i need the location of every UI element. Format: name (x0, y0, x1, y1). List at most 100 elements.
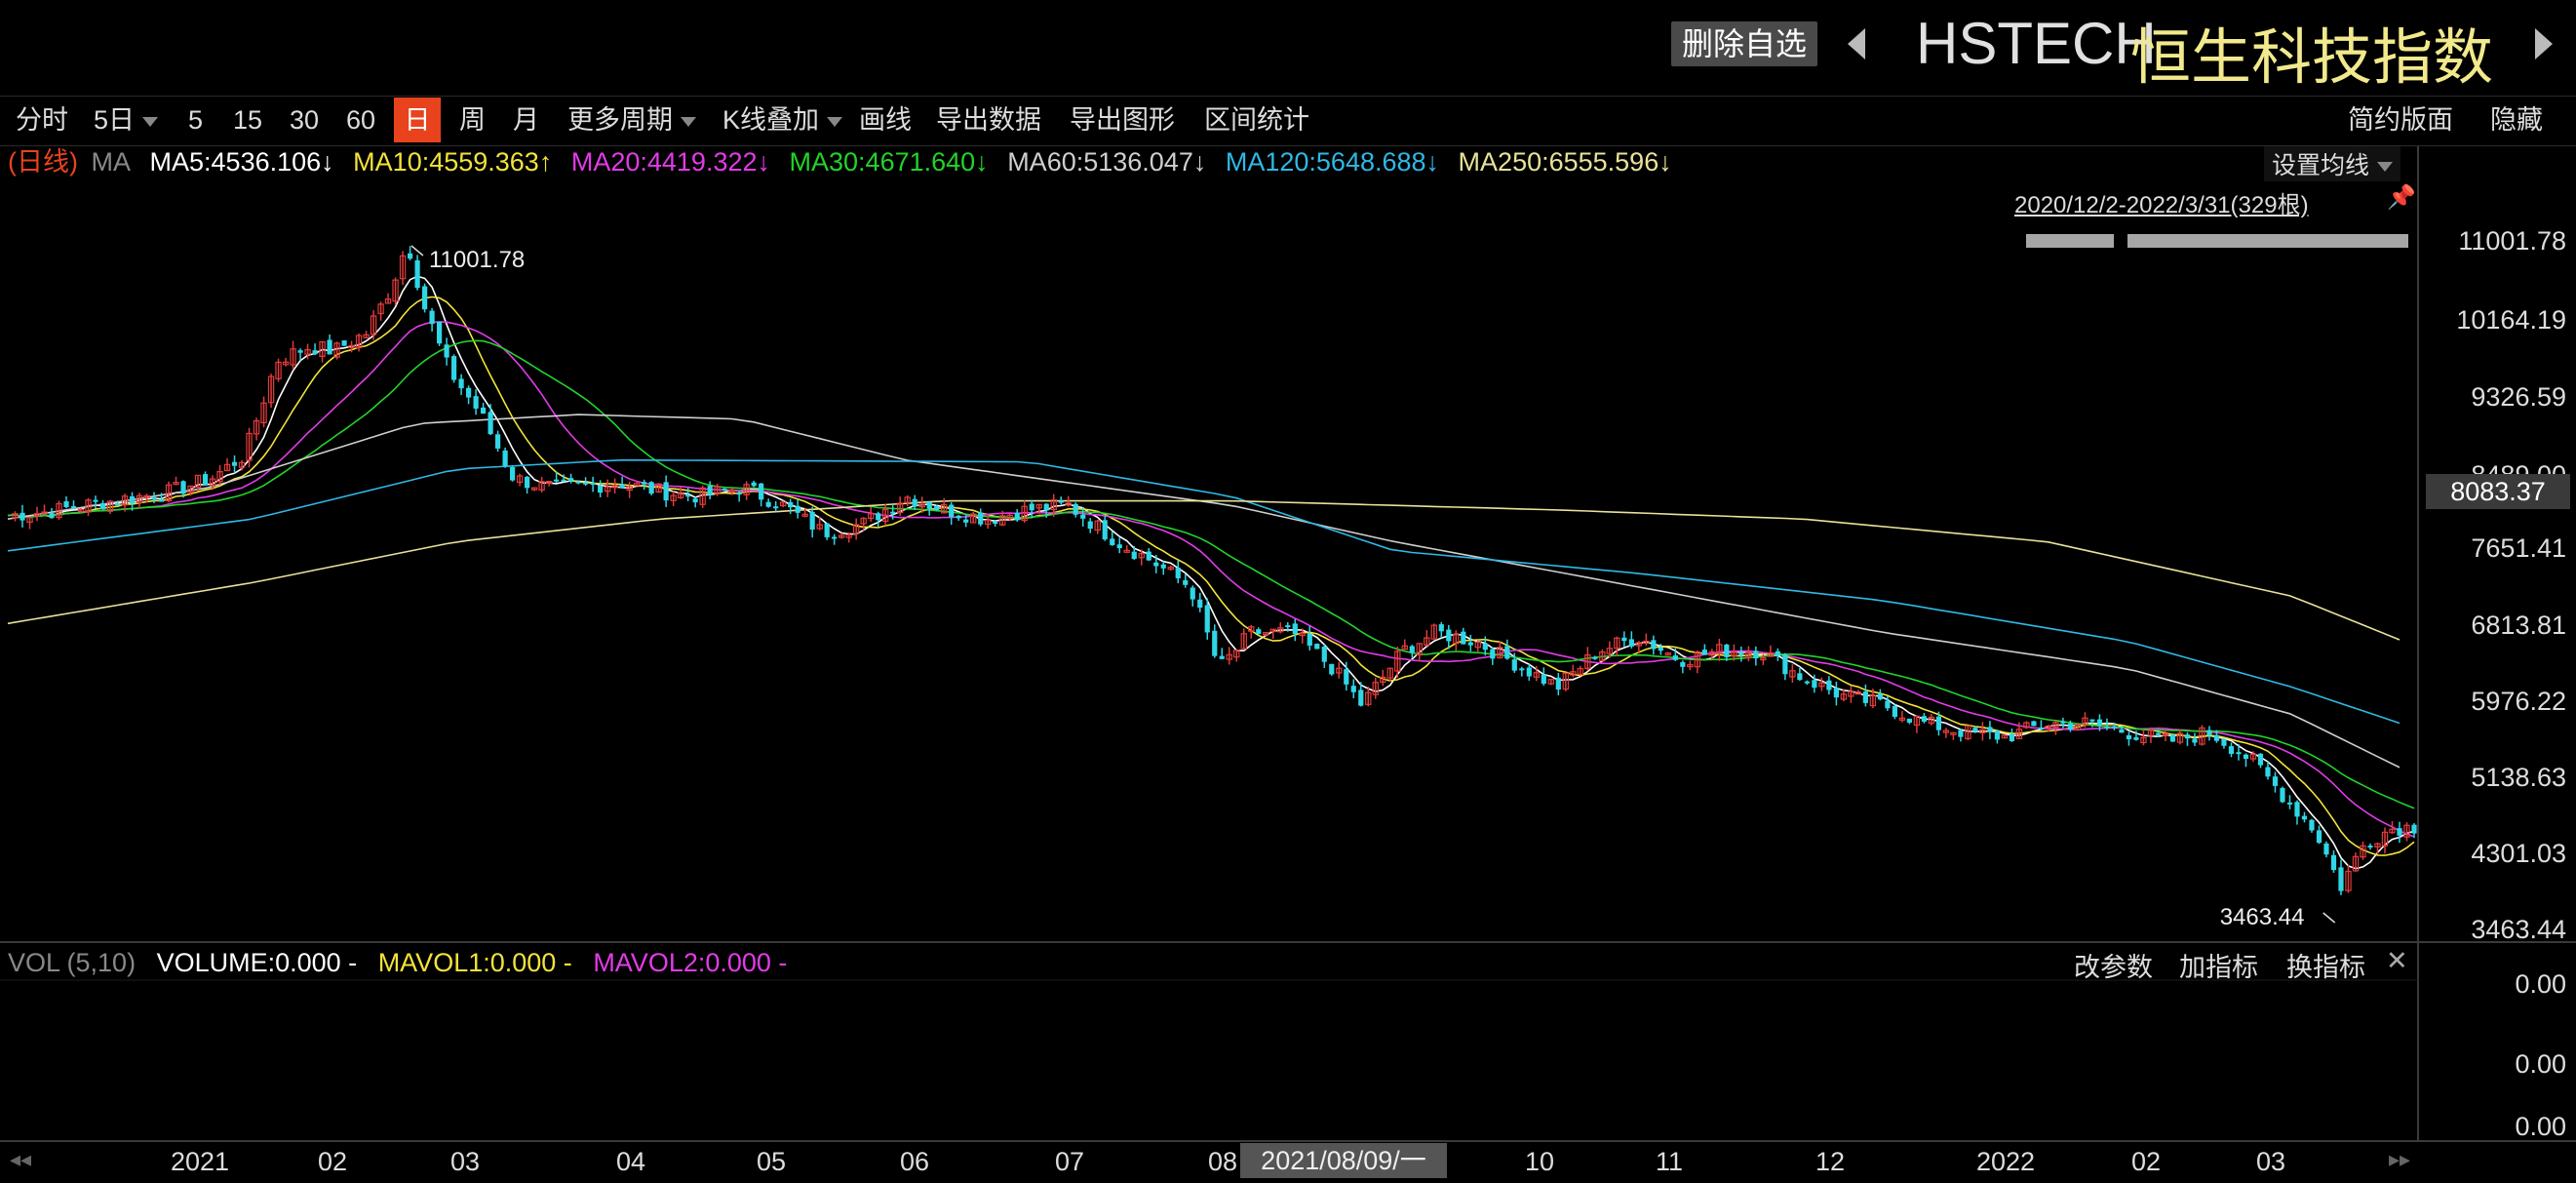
tab-60min[interactable]: 60 (346, 105, 376, 135)
candle-body (319, 340, 326, 357)
candle-body (1921, 716, 1927, 722)
candle-body (1212, 630, 1218, 656)
add-indicator-button[interactable]: 加指标 (2179, 953, 2258, 982)
candle-body (2126, 734, 2132, 740)
candle-body (1833, 688, 1839, 698)
draw-line-button[interactable]: 画线 (859, 105, 912, 135)
candle-body (2213, 734, 2220, 741)
candle-body (1628, 639, 1634, 647)
candle-body (2199, 727, 2205, 745)
more-periods-menu[interactable]: 更多周期 (562, 98, 702, 142)
candle-body (85, 499, 92, 513)
hide-button[interactable]: 隐藏 (2490, 105, 2543, 135)
tab-15min[interactable]: 15 (233, 105, 263, 135)
candle-body (2367, 846, 2373, 848)
volume-legend: VOL (5,10) VOLUME:0.000 - MAVOL1:0.000 -… (8, 948, 800, 978)
candle-body (355, 335, 363, 349)
candle-body (993, 522, 998, 525)
candle-body (1950, 731, 1957, 735)
candle-body (2082, 717, 2088, 726)
candle-body (187, 485, 194, 493)
candle-body (2023, 722, 2030, 729)
candle-body (670, 494, 677, 501)
tab-5min[interactable]: 5 (188, 105, 204, 135)
candle-body (480, 407, 487, 414)
candle-body (1336, 667, 1343, 674)
candle-body (2338, 867, 2344, 891)
candle-body (1263, 632, 1269, 636)
candle-body (2249, 753, 2257, 760)
export-data-button[interactable]: 导出数据 (936, 105, 1041, 135)
candle-body (655, 483, 662, 493)
candle-body (824, 523, 830, 537)
change-indicator-button[interactable]: 换指标 (2286, 953, 2365, 982)
candle-body (1621, 637, 1627, 642)
candle-body (2176, 732, 2184, 743)
edit-params-button[interactable]: 改参数 (2074, 953, 2153, 982)
close-icon[interactable]: ✕ (2386, 946, 2408, 975)
volume-tick: 0.00 (2515, 1049, 2566, 1079)
date-tick: 02 (318, 1147, 348, 1176)
candle-body (377, 303, 384, 315)
next-symbol-icon[interactable] (2535, 28, 2553, 59)
candle-body (1073, 503, 1078, 515)
tab-daily[interactable]: 日 (394, 98, 441, 142)
candle-body (2243, 754, 2249, 760)
candle-body (648, 482, 654, 494)
tab-30min[interactable]: 30 (290, 105, 320, 135)
candle-body (1994, 730, 2001, 740)
candle-body (1570, 671, 1577, 676)
candle-body (2031, 721, 2037, 727)
price-tick: 5138.63 (2471, 763, 2566, 792)
delete-from-watchlist-button[interactable]: 删除自选 (1671, 21, 1817, 66)
candle-body (216, 471, 223, 483)
candle-body (93, 499, 98, 502)
export-graph-button[interactable]: 导出图形 (1070, 105, 1175, 135)
range-stats-button[interactable]: 区间统计 (1204, 105, 1309, 135)
scroll-right-icon[interactable]: ▸▸ (2389, 1147, 2411, 1171)
date-range-label[interactable]: 2020/12/2-2022/3/31(329根) (2014, 192, 2309, 218)
scroll-left-icon[interactable]: ◂◂ (10, 1147, 32, 1171)
candle-body (2352, 855, 2360, 872)
candle-body (1869, 694, 1877, 707)
candle-body (1753, 651, 1759, 659)
candle-body (2280, 787, 2285, 803)
mavol2-value: MAVOL2:0.000 - (593, 948, 788, 977)
simple-layout-button[interactable]: 简约版面 (2348, 105, 2453, 135)
candle-body (2381, 831, 2389, 847)
candle-body (912, 498, 917, 507)
candle-body (1533, 672, 1541, 678)
candle-body (2397, 828, 2402, 836)
candle-body (1269, 628, 1276, 633)
candle-body (1350, 686, 1356, 692)
candle-body (1482, 643, 1488, 651)
candle-body (165, 484, 173, 501)
candle-body (1248, 626, 1255, 632)
tab-weekly[interactable]: 周 (459, 105, 486, 135)
candle-body (1614, 637, 1620, 650)
tab-5day[interactable]: 5日 (88, 98, 164, 142)
candle-body (2411, 824, 2417, 834)
pin-icon[interactable]: 📌 (2387, 184, 2416, 211)
candle-body (2162, 732, 2169, 736)
candle-body (1094, 520, 1101, 532)
candle-body (736, 493, 742, 495)
tab-monthly[interactable]: 月 (513, 105, 539, 135)
kline-overlay-menu[interactable]: K线叠加 (717, 98, 848, 142)
chevron-down-icon (827, 116, 843, 127)
previous-symbol-icon[interactable] (1848, 28, 1865, 59)
candle-body (1131, 551, 1137, 560)
ma-settings-menu[interactable]: 设置均线 (2264, 146, 2401, 181)
candle-body (2286, 802, 2293, 805)
candle-body (106, 500, 114, 512)
candle-body (1021, 505, 1028, 522)
tab-intraday[interactable]: 分时 (16, 105, 68, 135)
candle-body (860, 517, 867, 525)
date-tick: 10 (1525, 1147, 1555, 1176)
candle-body (999, 515, 1006, 526)
candle-body (1812, 680, 1817, 689)
candle-body (1584, 653, 1591, 669)
candle-body (2096, 719, 2103, 726)
candle-body (260, 402, 267, 424)
